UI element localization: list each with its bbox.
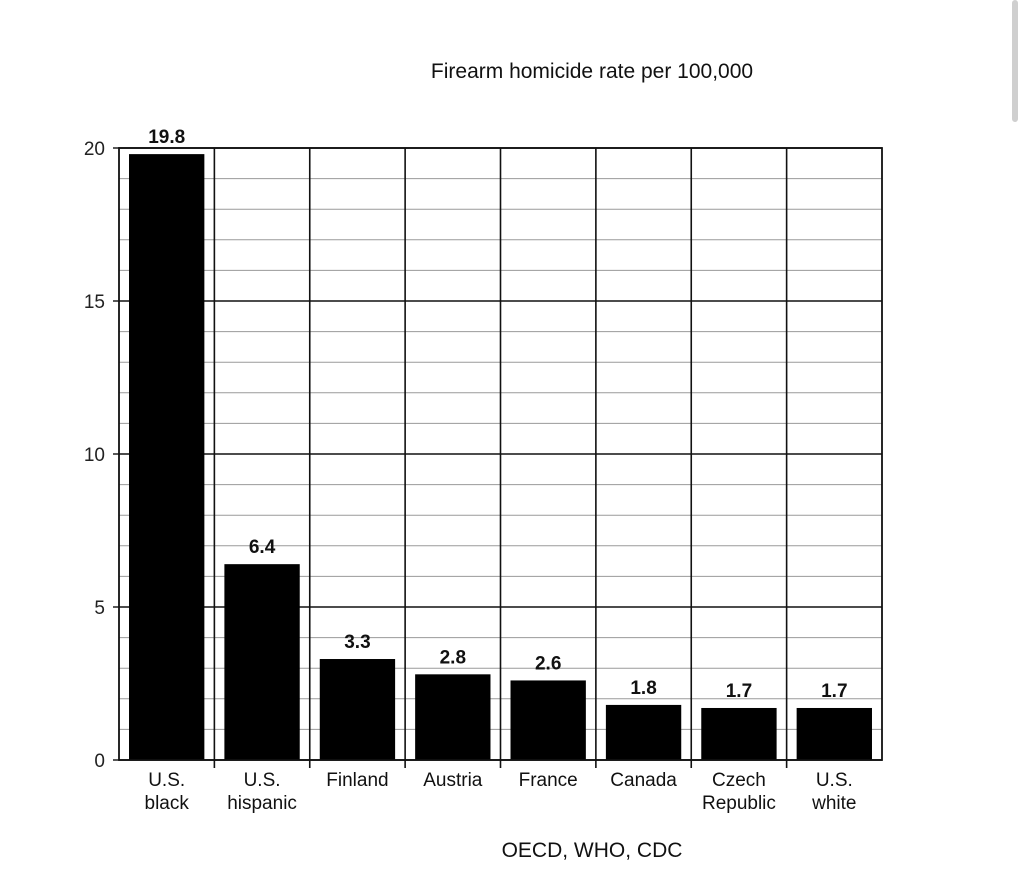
data-label: 1.7 [821,681,847,702]
data-label: 1.7 [726,681,752,702]
bar [510,680,586,760]
bar [415,674,491,760]
scrollbar-thumb[interactable] [1012,0,1018,122]
x-tick-label: Finland [326,770,388,791]
x-tick-label: Austria [423,770,483,791]
bars [129,154,872,760]
y-tick-label: 5 [94,598,105,619]
x-tick-label: Czech Republic [702,770,776,814]
y-tick-label: 20 [84,139,105,160]
plot-frame [118,147,883,761]
x-tick-label: U.S. white [811,770,856,814]
y-tick-label: 0 [94,751,105,772]
bar [224,564,300,760]
x-tick-label: France [519,770,578,791]
bar [129,154,205,760]
data-labels: 19.8 6.4 3.3 2.8 2.6 1.8 1.7 1.7 [148,127,847,702]
bar [319,659,396,760]
data-label: 19.8 [148,127,185,148]
data-label: 6.4 [249,537,276,558]
data-label: 1.8 [630,678,656,699]
bar [701,707,777,760]
data-label: 3.3 [344,632,370,653]
x-tick-label: U.S. hispanic [227,770,297,814]
y-tick-label: 10 [84,445,105,466]
x-tick-label: Canada [610,770,677,791]
bar [605,704,682,760]
chart-source: OECD, WHO, CDC [502,839,683,862]
data-label: 2.6 [535,653,561,674]
chart-title: Firearm homicide rate per 100,000 [431,60,753,83]
bar [796,707,872,760]
axes [113,147,883,761]
x-tick-label: U.S. black [145,770,190,814]
y-tick-labels: 0 5 10 15 20 [84,139,105,772]
data-label: 2.8 [440,647,466,668]
category-gridlines [213,148,788,768]
x-tick-labels: U.S. black U.S. hispanic Finland Austria Franc… [145,770,857,814]
y-tick-label: 15 [84,292,105,313]
